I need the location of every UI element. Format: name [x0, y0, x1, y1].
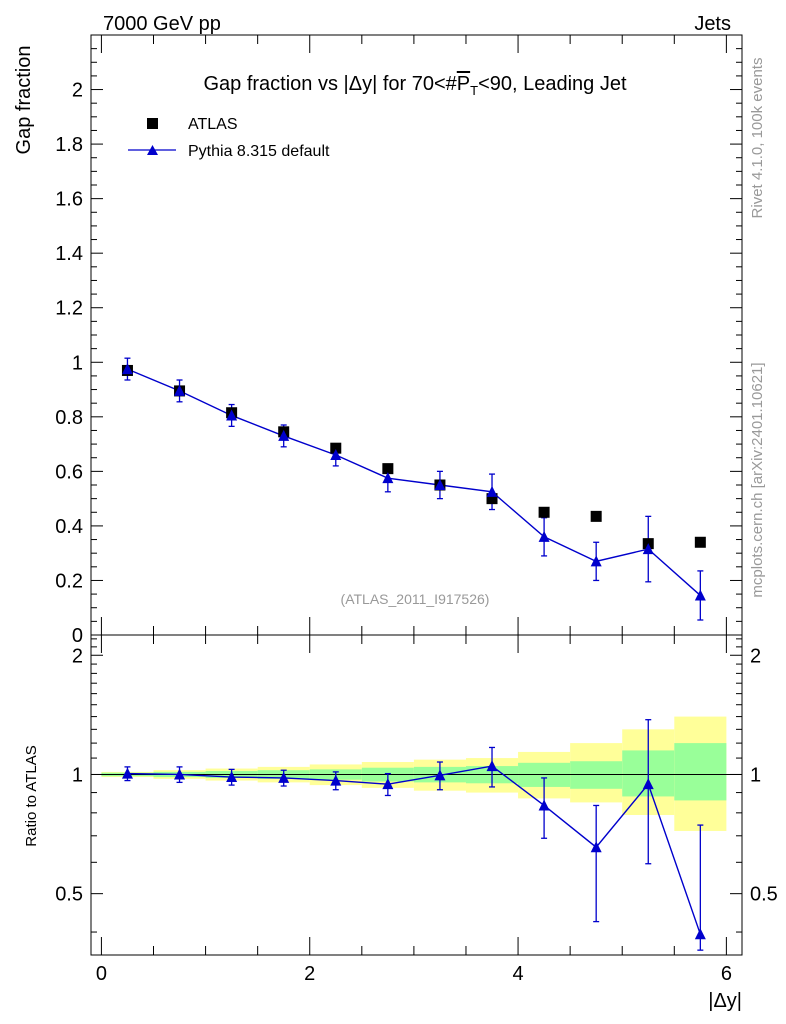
atlas-point	[694, 536, 706, 548]
pythia-point	[590, 555, 602, 567]
pythia-point	[278, 429, 290, 441]
legend: ATLAS Pythia 8.315 default	[128, 116, 330, 160]
x-label-suffix: |	[737, 990, 742, 1012]
main-y-tick-label: 2	[72, 80, 83, 102]
ratio-panel-axes: 0.5 0.5 1 1 2 2 0 2 4 6	[55, 634, 778, 985]
atlas-point	[590, 510, 602, 522]
title-pt-subscript: T	[470, 83, 478, 98]
main-y-tick-label: 1.4	[55, 243, 83, 265]
ratio-uncertainty-bands	[101, 716, 727, 831]
atlas-point	[538, 506, 550, 518]
main-y-axis-label: Gap fraction	[13, 46, 35, 155]
ratio-panel-frame	[90, 634, 743, 956]
ratio-pythia-point	[538, 799, 550, 811]
main-y-tick-label: 1	[72, 352, 83, 374]
ratio-pythia-point	[486, 760, 498, 772]
legend-atlas-marker	[147, 118, 158, 129]
pythia-point	[382, 472, 394, 484]
legend-pythia-marker	[147, 145, 158, 155]
title-delta-y: Δy	[349, 73, 372, 95]
ratio-pythia-point	[382, 778, 394, 790]
x-label-delta-y: Δy	[713, 990, 736, 1012]
category-label: Jets	[694, 13, 731, 35]
ratio-pythia-point	[226, 771, 238, 783]
pythia-point	[486, 485, 498, 497]
ratio-pythia-point	[330, 774, 342, 786]
ratio-pythia-point	[694, 928, 706, 940]
atlas-point	[486, 493, 498, 505]
ratio-pythia-line	[127, 765, 701, 935]
x-tick-label: 4	[512, 963, 523, 985]
energy-label: 7000 GeV pp	[103, 13, 221, 35]
pythia-point	[174, 384, 186, 396]
ratio-pythia-point	[434, 769, 446, 781]
ratio-pythia-point	[174, 768, 186, 780]
rivet-version-label: Rivet 4.1.0, 100k events	[749, 58, 766, 219]
pythia-point	[434, 479, 446, 490]
ratio-panel-data	[121, 719, 706, 951]
main-y-tick-label: 0.8	[55, 407, 83, 429]
ratio-band-inner-bin	[674, 743, 727, 801]
ratio-pythia-point	[590, 841, 602, 853]
main-y-tick-label: 1.8	[55, 134, 83, 156]
atlas-point	[382, 463, 394, 475]
legend-atlas-label: ATLAS	[188, 116, 238, 133]
ratio-y-tick-label-left: 2	[72, 645, 83, 667]
main-y-tick-label: 0.2	[55, 570, 83, 592]
pythia-point	[538, 530, 550, 542]
main-y-tick-label: 0.4	[55, 516, 83, 538]
pythia-point	[642, 543, 654, 555]
ratio-y-tick-label-left: 1	[72, 764, 83, 786]
x-label-prefix: |	[708, 990, 713, 1012]
ratio-y-axis-label: Ratio to ATLAS	[23, 745, 40, 846]
ratio-y-tick-label-right: 2	[750, 645, 761, 667]
ratio-y-tick-label-right: 1	[750, 764, 761, 786]
pythia-point	[121, 363, 133, 375]
x-tick-label: 0	[96, 963, 107, 985]
atlas-point	[330, 442, 342, 454]
main-y-tick-label: 0	[72, 625, 83, 647]
title-prefix: Gap fraction vs |	[203, 73, 348, 95]
ratio-y-tick-label-right: 0.5	[750, 884, 778, 906]
ratio-pythia-point	[642, 778, 654, 790]
x-tick-label: 2	[304, 963, 315, 985]
main-panel-axes: 0 0.2 0.4 0.6 0.8 1 1.2 1.4 1.6 1.8 2	[55, 34, 743, 647]
title-pt: P	[457, 73, 470, 95]
main-y-tick-label: 1.6	[55, 189, 83, 211]
title-suffix: <90, Leading Jet	[478, 73, 627, 95]
pythia-line	[127, 368, 701, 596]
ratio-y-tick-label-left: 0.5	[55, 884, 83, 906]
ratio-pythia-point	[278, 771, 290, 783]
legend-pythia-label: Pythia 8.315 default	[188, 143, 330, 160]
main-y-tick-label: 0.6	[55, 461, 83, 483]
main-panel-data	[121, 357, 706, 621]
ratio-pythia-point	[121, 767, 133, 779]
pythia-point	[226, 409, 238, 421]
ratio-band-inner-bin	[570, 761, 623, 789]
title-mid: | for 70<#	[372, 73, 458, 95]
pythia-point	[330, 449, 342, 460]
main-y-tick-label: 1.2	[55, 298, 83, 320]
x-tick-label: 6	[721, 963, 732, 985]
analysis-tag: (ATLAS_2011_I917526)	[341, 591, 490, 607]
pythia-point	[694, 589, 706, 601]
x-axis-label: |Δy|	[708, 990, 742, 1012]
main-title: Gap fraction vs |Δy| for 70<#PT<90, Lead…	[203, 73, 627, 98]
mcplots-label: mcplots.cern.ch [arXiv:2401.10621]	[749, 362, 766, 597]
